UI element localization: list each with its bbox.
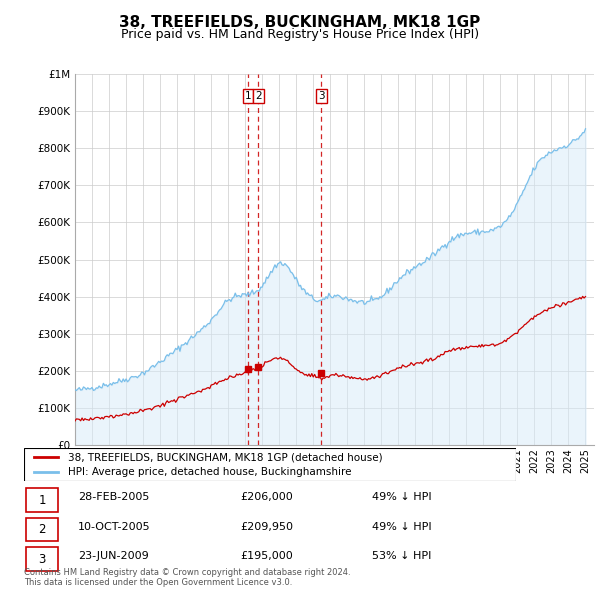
- Text: 53% ↓ HPI: 53% ↓ HPI: [372, 551, 431, 561]
- Text: 3: 3: [318, 91, 325, 101]
- Text: £206,000: £206,000: [240, 492, 293, 502]
- Text: HPI: Average price, detached house, Buckinghamshire: HPI: Average price, detached house, Buck…: [68, 467, 352, 477]
- Text: 1: 1: [38, 493, 46, 507]
- Text: 38, TREEFIELDS, BUCKINGHAM, MK18 1GP: 38, TREEFIELDS, BUCKINGHAM, MK18 1GP: [119, 15, 481, 30]
- Text: 49% ↓ HPI: 49% ↓ HPI: [372, 492, 431, 502]
- Text: £195,000: £195,000: [240, 551, 293, 561]
- Text: 38, TREEFIELDS, BUCKINGHAM, MK18 1GP (detached house): 38, TREEFIELDS, BUCKINGHAM, MK18 1GP (de…: [68, 453, 383, 463]
- Text: 23-JUN-2009: 23-JUN-2009: [78, 551, 149, 561]
- Text: 28-FEB-2005: 28-FEB-2005: [78, 492, 149, 502]
- Text: £209,950: £209,950: [240, 522, 293, 532]
- Text: Contains HM Land Registry data © Crown copyright and database right 2024.
This d: Contains HM Land Registry data © Crown c…: [24, 568, 350, 587]
- Text: 10-OCT-2005: 10-OCT-2005: [78, 522, 151, 532]
- Text: 2: 2: [255, 91, 262, 101]
- Text: 49% ↓ HPI: 49% ↓ HPI: [372, 522, 431, 532]
- Text: Price paid vs. HM Land Registry's House Price Index (HPI): Price paid vs. HM Land Registry's House …: [121, 28, 479, 41]
- Text: 2: 2: [38, 523, 46, 536]
- Text: 3: 3: [38, 552, 46, 566]
- Text: 1: 1: [245, 91, 251, 101]
